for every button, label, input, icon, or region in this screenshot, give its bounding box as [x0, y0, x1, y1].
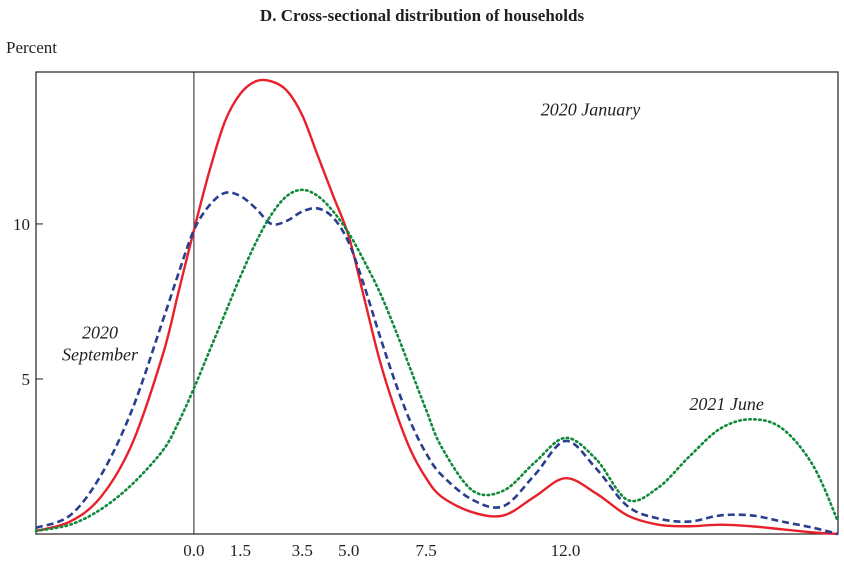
y-axis-label: Percent — [6, 38, 57, 57]
series-annotation-sep: 2020 September — [62, 323, 139, 365]
y-tick-label: 10 — [13, 215, 30, 234]
x-tick-label: 7.5 — [416, 541, 437, 560]
x-tick-label: 0.0 — [183, 541, 204, 560]
x-tick-label: 12.0 — [551, 541, 581, 560]
annotation-line: 2021 June — [689, 394, 763, 414]
y-tick-label: 5 — [22, 370, 31, 389]
x-tick-label: 3.5 — [292, 541, 313, 560]
x-tick-label: 1.5 — [230, 541, 251, 560]
plot-frame — [35, 71, 839, 535]
chart-title: D. Cross-sectional distribution of house… — [259, 6, 585, 25]
x-tick-label: 5.0 — [338, 541, 359, 560]
annotation-line: 2020 — [82, 323, 118, 343]
annotation-line: September — [62, 345, 139, 365]
series-line-1 — [35, 191, 839, 536]
series-line-2 — [34, 188, 840, 533]
series-annotation-jun: 2021 June — [689, 394, 763, 414]
series-line-0 — [35, 78, 839, 536]
series-annotation-jan: 2020 January — [541, 99, 640, 119]
annotation-line: 2020 January — [541, 99, 640, 119]
